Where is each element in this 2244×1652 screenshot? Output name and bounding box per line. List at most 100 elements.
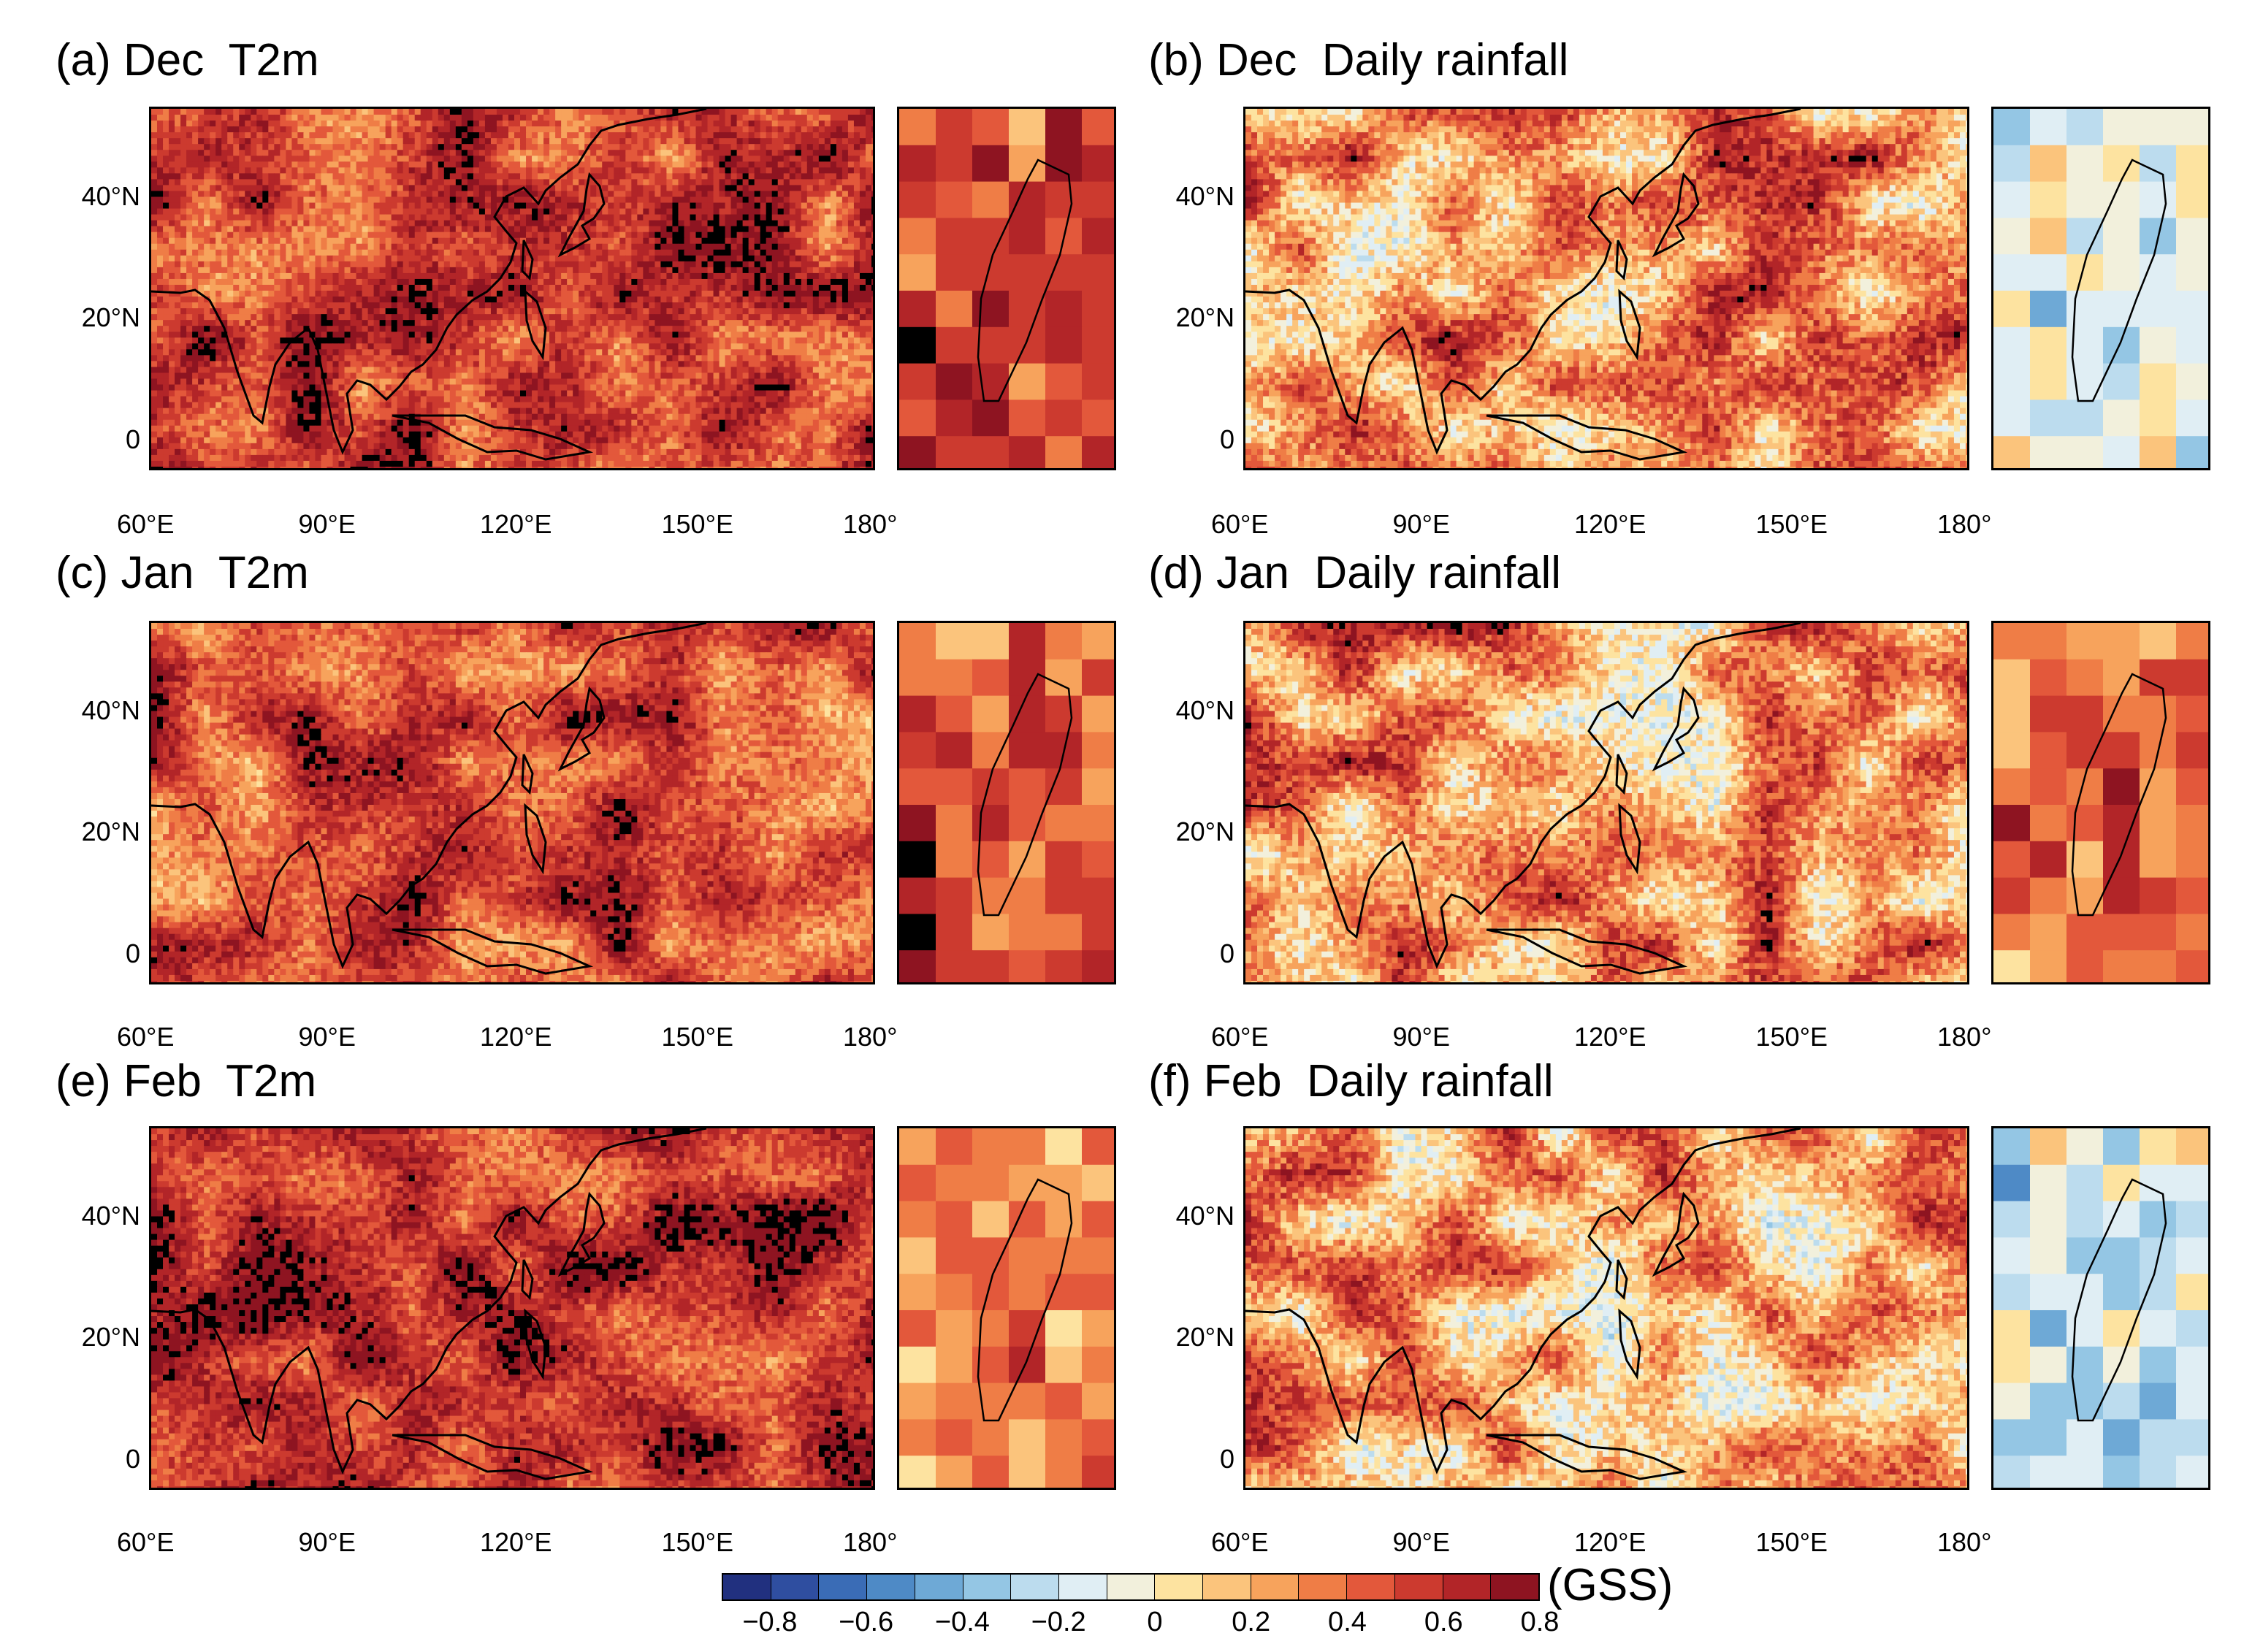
- map-panel-a: [149, 107, 875, 470]
- lat-tick-label: 20°N: [1161, 819, 1234, 845]
- lat-tick-label: 40°N: [1161, 697, 1234, 724]
- colorbar: [722, 1573, 1540, 1601]
- colorbar-tick-label: 0.2: [1232, 1607, 1270, 1638]
- lon-tick-label: 90°E: [1393, 511, 1450, 538]
- map-panel-b: [1243, 107, 1969, 470]
- colorbar-tick-label: 0: [1147, 1607, 1162, 1638]
- lon-tick-label: 120°E: [480, 511, 552, 538]
- coastline-0: [1245, 109, 1801, 455]
- lat-tick-label: 20°N: [67, 819, 140, 845]
- lat-tick-label: 0: [67, 427, 140, 453]
- coastline-0: [151, 1128, 707, 1475]
- lat-tick-label: 20°N: [67, 1324, 140, 1350]
- coastline-0: [151, 109, 707, 455]
- lat-tick-label: 20°N: [1161, 305, 1234, 331]
- panel-title-d: (d) Jan Daily rainfall: [1148, 551, 1561, 596]
- coastline-2: [521, 240, 534, 281]
- panel-title-c: (c) Jan T2m: [56, 551, 309, 596]
- lon-tick-label: 90°E: [1393, 1529, 1450, 1556]
- colorbar-swatch: [867, 1575, 915, 1599]
- lat-tick-label: 0: [1161, 1446, 1234, 1472]
- taiwan-inset-d: [1991, 621, 2210, 984]
- coastline-1: [557, 1191, 606, 1277]
- map-panel-f: [1243, 1126, 1969, 1490]
- coastline-3: [524, 288, 547, 361]
- lon-tick-label: 150°E: [1756, 1529, 1828, 1556]
- lon-tick-label: 90°E: [299, 511, 356, 538]
- panel-title-f: (f) Feb Daily rainfall: [1148, 1059, 1554, 1104]
- coastline-3: [1618, 288, 1641, 361]
- lon-tick-label: 120°E: [480, 1024, 552, 1050]
- colorbar-swatch: [1155, 1575, 1204, 1599]
- lat-tick-label: 20°N: [1161, 1324, 1234, 1350]
- taiwan-outline: [977, 158, 1073, 402]
- colorbar-swatch: [771, 1575, 820, 1599]
- map-panel-d: [1243, 621, 1969, 984]
- taiwan-inset-a: [897, 107, 1116, 470]
- colorbar-swatch: [1011, 1575, 1059, 1599]
- lon-tick-label: 60°E: [117, 511, 174, 538]
- lon-tick-label: 150°E: [662, 1024, 733, 1050]
- lat-tick-label: 40°N: [67, 1202, 140, 1229]
- taiwan-inset-c: [897, 621, 1116, 984]
- colorbar-swatch: [1058, 1575, 1107, 1599]
- colorbar-tick-label: 0.8: [1521, 1607, 1560, 1638]
- coastline-0: [1245, 623, 1801, 969]
- coastline-2: [521, 754, 534, 795]
- lon-tick-label: 180°: [843, 1529, 897, 1556]
- colorbar-swatch: [915, 1575, 963, 1599]
- lon-tick-label: 180°: [843, 1024, 897, 1050]
- colorbar-tick-label: −0.8: [742, 1607, 797, 1638]
- lon-tick-label: 150°E: [1756, 1024, 1828, 1050]
- lat-tick-label: 0: [67, 1446, 140, 1472]
- lon-tick-label: 180°: [1937, 1024, 1991, 1050]
- colorbar-tick-label: −0.2: [1031, 1607, 1086, 1638]
- coastline-0: [1245, 1128, 1801, 1475]
- coastline-2: [1615, 240, 1628, 281]
- colorbar-swatch: [1251, 1575, 1300, 1599]
- lon-tick-label: 90°E: [299, 1529, 356, 1556]
- coastline-1: [557, 172, 606, 258]
- panel-title-e: (e) Feb T2m: [56, 1059, 316, 1104]
- colorbar-swatch: [1107, 1575, 1156, 1599]
- coastline-3: [1618, 803, 1641, 875]
- lon-tick-label: 60°E: [117, 1529, 174, 1556]
- taiwan-outline: [977, 1178, 1073, 1422]
- coastline-0: [151, 623, 707, 969]
- colorbar-swatch: [1443, 1575, 1492, 1599]
- lon-tick-label: 120°E: [1574, 1529, 1646, 1556]
- lon-tick-label: 180°: [1937, 511, 1991, 538]
- coastline-3: [524, 803, 547, 875]
- coastline-1: [1652, 1191, 1700, 1277]
- lat-tick-label: 0: [1161, 427, 1234, 453]
- lon-tick-label: 60°E: [1211, 1024, 1268, 1050]
- colorbar-swatch: [1203, 1575, 1251, 1599]
- coastline-4: [1486, 1434, 1688, 1480]
- colorbar-tick-label: −0.6: [839, 1607, 893, 1638]
- panel-title-a: (a) Dec T2m: [56, 38, 319, 83]
- coastline-4: [392, 1434, 594, 1480]
- colorbar-swatch: [1491, 1575, 1538, 1599]
- coastline-2: [521, 1259, 534, 1301]
- lon-tick-label: 150°E: [1756, 511, 1828, 538]
- colorbar-tick-label: −0.4: [935, 1607, 990, 1638]
- map-panel-e: [149, 1126, 875, 1490]
- taiwan-inset-f: [1991, 1126, 2210, 1490]
- taiwan-outline: [2071, 673, 2167, 917]
- lat-tick-label: 0: [1161, 941, 1234, 967]
- lon-tick-label: 60°E: [117, 1024, 174, 1050]
- colorbar-swatch: [1299, 1575, 1348, 1599]
- coastline-2: [1615, 754, 1628, 795]
- coastline-1: [1652, 172, 1700, 258]
- coastline-1: [557, 686, 606, 772]
- coastline-4: [1486, 414, 1688, 461]
- lon-tick-label: 150°E: [662, 1529, 733, 1556]
- colorbar-swatch: [723, 1575, 771, 1599]
- colorbar-swatch: [1347, 1575, 1395, 1599]
- panel-title-b: (b) Dec Daily rainfall: [1148, 38, 1568, 83]
- coastline-1: [1652, 686, 1700, 772]
- taiwan-inset-b: [1991, 107, 2210, 470]
- lon-tick-label: 180°: [1937, 1529, 1991, 1556]
- lon-tick-label: 120°E: [1574, 1024, 1646, 1050]
- lat-tick-label: 40°N: [67, 183, 140, 210]
